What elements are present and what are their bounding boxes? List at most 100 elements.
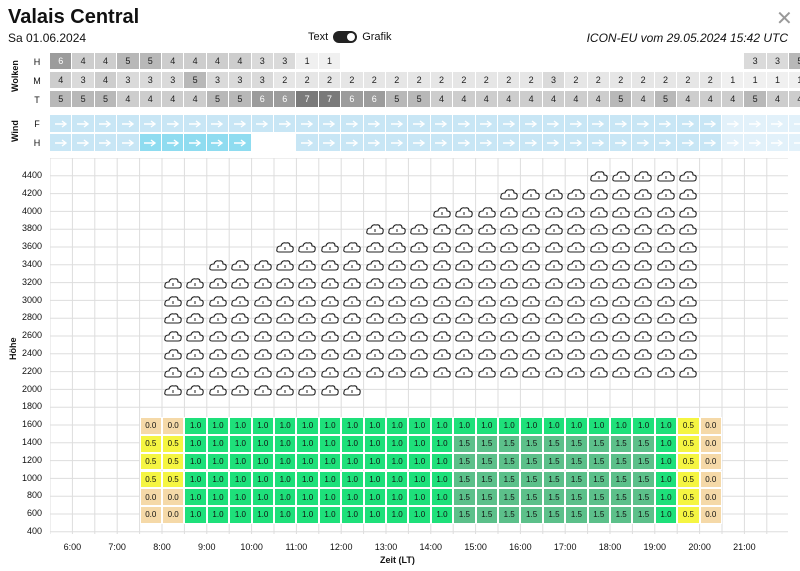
cloud-icon xyxy=(320,313,339,324)
heatmap-cell: 1.0 xyxy=(296,434,319,453)
x-tick-label: 10:00 xyxy=(240,542,263,552)
wolken-cell: 4 xyxy=(498,91,521,107)
wolken-cell: 3 xyxy=(117,72,140,88)
close-icon[interactable]: ✕ xyxy=(776,8,793,30)
wind-arrow-icon xyxy=(296,115,319,132)
y-tick-label: 2800 xyxy=(21,312,42,323)
wolken-cell: 2 xyxy=(296,72,319,88)
cloud-icon xyxy=(612,242,630,253)
heatmap-cell: 1.0 xyxy=(363,417,386,435)
heatmap-cell: 1.5 xyxy=(565,434,588,453)
wolken-cell: 4 xyxy=(542,91,566,107)
cloud-icon xyxy=(500,349,518,360)
wind-arrow-icon xyxy=(341,134,364,151)
heatmap-cell: 1.0 xyxy=(318,452,342,471)
wind-arrow-icon xyxy=(475,134,498,151)
heatmap-cell: 1.0 xyxy=(341,470,364,489)
heatmap-cell: 0.0 xyxy=(699,470,722,489)
heatmap-cell: 1.0 xyxy=(274,470,297,489)
cloud-icon xyxy=(298,277,317,289)
cloud-icon xyxy=(679,313,697,324)
cloud-icon xyxy=(343,331,361,342)
cloud-icon xyxy=(208,331,227,342)
cloud-icon xyxy=(253,366,272,378)
heatmap-cell: 1.5 xyxy=(498,434,521,453)
cloud-icon xyxy=(522,331,541,342)
cloud-icon xyxy=(589,277,608,289)
heatmap-cell: 1.0 xyxy=(654,417,678,435)
x-tick-label: 8:00 xyxy=(153,542,171,552)
wolken-cell xyxy=(475,53,498,69)
wind-arrow-icon xyxy=(408,134,431,151)
cloud-icon xyxy=(500,206,518,218)
heatmap-cell: 1.0 xyxy=(430,417,454,435)
cloud-icon xyxy=(388,349,406,360)
cloud-icon xyxy=(455,277,473,289)
wolken-cell: 4 xyxy=(699,91,722,107)
cloud-icon xyxy=(477,331,496,342)
y-tick-label: 3800 xyxy=(21,223,42,234)
heatmap-cell: 1.5 xyxy=(453,488,476,507)
heatmap-cell: 1.0 xyxy=(184,470,207,489)
toggle-switch[interactable] xyxy=(333,31,358,43)
wolken-cell: 4 xyxy=(565,91,588,107)
cloud-icon xyxy=(320,331,339,342)
cloud-icon xyxy=(567,331,585,342)
wolken-cell: 4 xyxy=(475,91,498,107)
x-tick-label: 17:00 xyxy=(553,542,577,552)
cloud-icon xyxy=(253,295,272,307)
wolken-cell: 3 xyxy=(274,53,297,69)
cloud-icon xyxy=(298,349,317,360)
wolken-cell: 2 xyxy=(453,72,476,88)
y-tick-label: 2600 xyxy=(21,330,42,341)
wind-arrow-icon xyxy=(677,115,700,132)
cloud-icon xyxy=(388,313,406,324)
heatmap-cell: 1.0 xyxy=(654,488,678,507)
wind-arrow-icon xyxy=(72,134,95,151)
wind-arrow-icon xyxy=(654,115,678,132)
heatmap-cell: 1.0 xyxy=(430,470,454,489)
wind-arrow-icon xyxy=(274,115,297,132)
cloud-icon xyxy=(634,277,653,289)
view-toggle[interactable]: Text Grafik xyxy=(308,31,392,43)
cloud-icon xyxy=(656,224,675,235)
cloud-icon xyxy=(432,331,451,342)
cloud-icon xyxy=(634,224,653,235)
cloud-icon xyxy=(567,366,585,378)
heatmap-cell: 1.5 xyxy=(475,434,498,453)
cloud-icon xyxy=(500,295,518,307)
wolken-label: Wolken xyxy=(10,60,20,92)
heatmap-cell: 0.5 xyxy=(139,470,162,489)
cloud-icon xyxy=(253,313,272,324)
cloud-icon xyxy=(634,313,653,324)
cloud-icon xyxy=(612,224,630,235)
heatmap-cell: 1.0 xyxy=(318,434,342,453)
cloud-icon xyxy=(612,349,630,360)
heatmap-cell: 0.0 xyxy=(162,488,185,507)
y-tick-label: 1200 xyxy=(21,454,42,465)
wolken-cell xyxy=(341,53,364,69)
y-tick-label: 3000 xyxy=(21,294,42,305)
cloud-icon xyxy=(432,206,451,218)
wind-arrow-icon xyxy=(744,115,767,132)
cloud-icon xyxy=(477,313,496,324)
wind-arrow-icon xyxy=(565,134,588,151)
cloud-icon xyxy=(253,331,272,342)
heatmap-cell: 1.5 xyxy=(610,488,633,507)
cloud-icon xyxy=(365,366,384,378)
wolken-row-label: H xyxy=(33,57,41,67)
cloud-icon xyxy=(343,384,361,396)
cloud-icon xyxy=(388,224,406,235)
wind-arrow-icon xyxy=(520,115,543,132)
cloud-icon xyxy=(567,242,585,253)
cloud-icon xyxy=(634,331,653,342)
heatmap-cell: 1.5 xyxy=(542,506,566,524)
wolken-cell: 4 xyxy=(766,91,790,107)
wolken-cell: 4 xyxy=(184,91,207,107)
heatmap-cell: 1.0 xyxy=(206,417,230,435)
wolken-cell: 1 xyxy=(744,72,767,88)
heatmap-cell: 0.0 xyxy=(699,488,722,507)
heatmap-cell: 1.5 xyxy=(520,452,543,471)
wind-arrow-icon xyxy=(766,134,790,151)
wolken-cell: 4 xyxy=(94,53,118,69)
